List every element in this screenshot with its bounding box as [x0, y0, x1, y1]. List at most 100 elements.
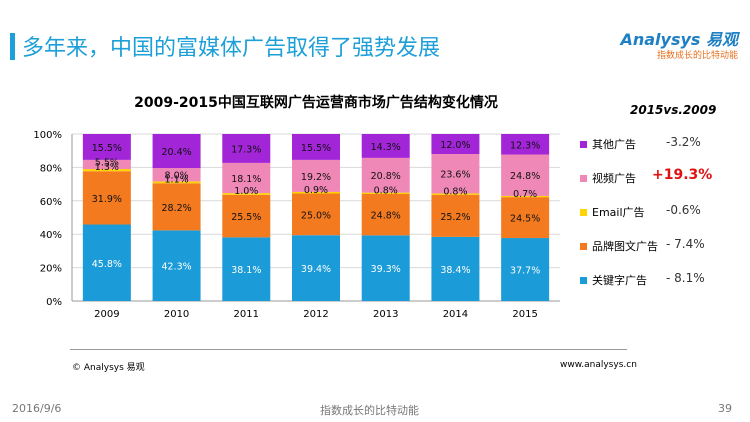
bar-segment	[222, 194, 271, 238]
legend-change-value: -0.6%	[666, 203, 701, 217]
data-label: 19.2%	[301, 172, 331, 183]
bar-segment	[501, 154, 550, 196]
legend-label: 关键字广告	[592, 274, 647, 287]
bar-segment	[152, 168, 201, 182]
legend-swatch	[580, 209, 587, 216]
chart-title: 2009-2015中国互联网广告运营商市场广告结构变化情况	[134, 95, 498, 111]
legend-label: 其他广告	[592, 138, 636, 151]
data-label: 1.3%	[95, 162, 119, 173]
y-tick-label: 20%	[40, 264, 62, 275]
bar-segment	[152, 134, 201, 169]
data-label: 39.3%	[371, 264, 401, 275]
legend-swatch	[580, 141, 587, 148]
bar-segment	[361, 235, 410, 301]
data-label: 8.0%	[165, 171, 189, 182]
data-label: 0.8%	[374, 186, 398, 197]
legend-change-value: -3.2%	[666, 135, 701, 149]
bar-segment	[501, 134, 550, 155]
bar-segment	[292, 134, 340, 160]
x-tick-label: 2014	[443, 309, 468, 320]
bar-segment	[222, 134, 271, 163]
bar-segment	[431, 236, 480, 301]
logo-text: Analysys 易观	[620, 30, 738, 49]
data-label: 25.5%	[231, 212, 261, 223]
bar-segment	[82, 169, 131, 172]
bar-segment	[152, 183, 201, 231]
data-label: 25.2%	[440, 212, 470, 223]
x-tick-label: 2011	[234, 309, 259, 320]
website-text: www.analysys.cn	[560, 360, 637, 370]
title-accent-bar	[10, 33, 15, 60]
legend-label: 视频广告	[592, 172, 636, 185]
x-tick-label: 2012	[303, 309, 328, 320]
legend-swatch	[580, 175, 587, 182]
data-label: 24.8%	[510, 171, 540, 182]
bar-segment	[82, 224, 131, 301]
data-label: 23.6%	[440, 170, 470, 181]
bar-segment	[152, 181, 201, 184]
analysys-logo: Analysys 易观 指数成长的比特动能	[608, 26, 738, 66]
data-label: 12.3%	[510, 140, 540, 151]
legend-swatch	[580, 243, 587, 250]
data-label: 20.4%	[161, 147, 191, 158]
data-label: 18.1%	[231, 174, 261, 185]
bar-segment	[431, 193, 480, 195]
copyright-text: © Analysys 易观	[72, 363, 145, 373]
data-label: 38.4%	[440, 265, 470, 276]
legend-item: 关键字广告 - 8.1%	[580, 271, 745, 291]
data-label: 39.4%	[301, 264, 331, 275]
y-tick-label: 0%	[46, 297, 62, 308]
legend-item: 品牌图文广告 - 7.4%	[580, 237, 745, 257]
legend-item: 其他广告 -3.2%	[580, 135, 745, 155]
data-label: 31.9%	[92, 194, 122, 205]
data-label: 1.1%	[165, 174, 189, 185]
footer-divider	[70, 349, 627, 350]
comparison-header: 2015vs.2009	[630, 103, 717, 117]
y-tick-label: 80%	[40, 163, 62, 174]
data-label: 0.7%	[513, 189, 537, 200]
data-label: 14.3%	[371, 142, 401, 153]
bar-segment	[501, 197, 550, 239]
page-number: 39	[718, 402, 732, 415]
data-label: 25.0%	[301, 210, 331, 221]
bar-segment	[82, 171, 131, 225]
legend-change-value: - 8.1%	[666, 271, 705, 285]
x-tick-label: 2009	[94, 309, 119, 320]
y-tick-label: 100%	[33, 130, 62, 141]
data-label: 15.5%	[92, 143, 122, 154]
bar-segment	[152, 230, 201, 301]
bar-segment	[431, 194, 480, 237]
legend-change-value: - 7.4%	[666, 237, 705, 251]
data-label: 28.2%	[161, 203, 191, 214]
data-label: 12.0%	[440, 140, 470, 151]
data-label: 42.3%	[161, 262, 191, 273]
data-label: 20.8%	[371, 171, 401, 182]
bar-segment	[431, 134, 480, 155]
bar-segment	[292, 235, 340, 301]
bar-segment	[361, 193, 410, 236]
bar-segment	[82, 159, 131, 170]
data-label: 15.5%	[301, 143, 331, 154]
data-label: 37.7%	[510, 266, 540, 277]
bar-segment	[292, 191, 340, 194]
legend-label: 品牌图文广告	[592, 240, 658, 253]
legend-change-value: +19.3%	[652, 167, 713, 183]
legend-swatch	[580, 277, 587, 284]
data-label: 24.5%	[510, 214, 540, 225]
data-label: 0.8%	[443, 186, 467, 197]
legend-item: Email广告 -0.6%	[580, 203, 745, 223]
bar-segment	[222, 193, 271, 195]
bar-segment	[431, 154, 480, 194]
footer-date: 2016/9/6	[12, 402, 62, 415]
bar-segment	[292, 193, 340, 236]
data-label: 5.5%	[95, 157, 119, 168]
bar-segment	[222, 237, 271, 301]
slide-title: 多年来，中国的富媒体广告取得了强势发展	[22, 36, 441, 61]
bar-segment	[501, 195, 550, 198]
x-tick-label: 2010	[164, 309, 189, 320]
footer-slogan: 指数成长的比特动能	[320, 404, 419, 417]
y-tick-label: 60%	[40, 197, 62, 208]
data-label: 38.1%	[231, 265, 261, 276]
